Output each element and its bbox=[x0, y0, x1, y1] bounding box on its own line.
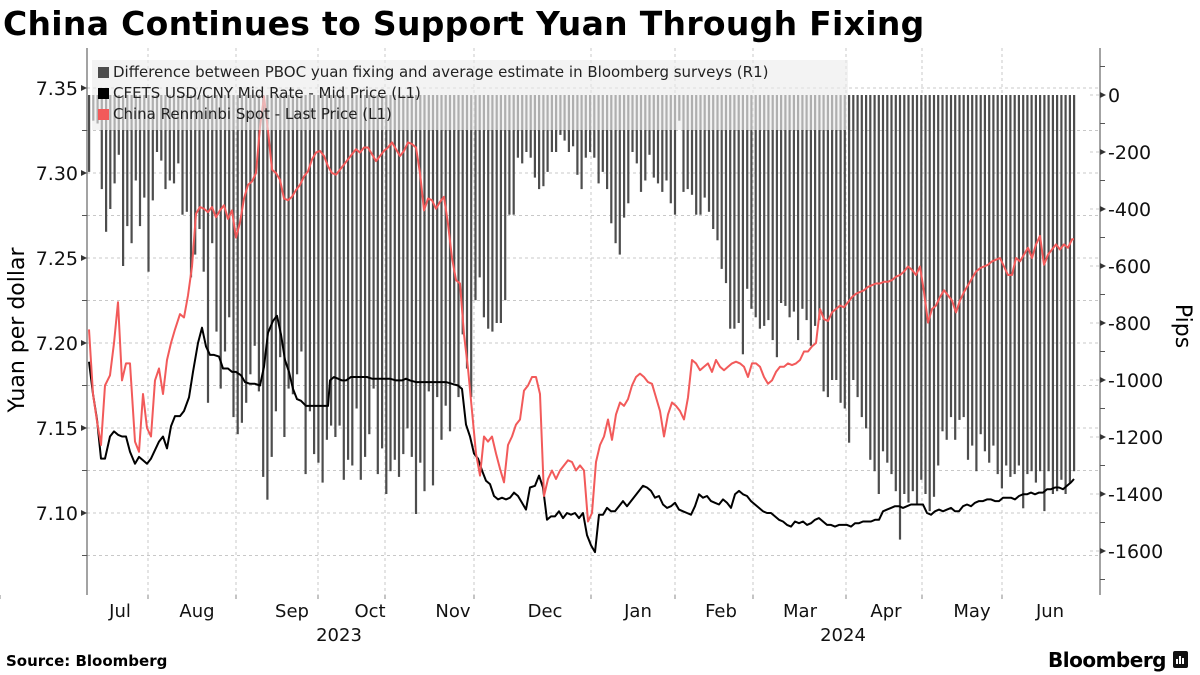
axis-labels: 7.35 7.30 7.25 7.20 7.15 7.10 0 -200 -400 -600 -80… bbox=[5, 78, 1195, 646]
bloomberg-wordmark: Bloomberg bbox=[1048, 648, 1166, 672]
axes bbox=[0, 48, 1106, 599]
x-axis-month-label: Feb bbox=[705, 601, 737, 622]
left-axis-tick-label: 7.25 bbox=[36, 248, 78, 270]
x-axis-month-label: Oct bbox=[354, 601, 385, 622]
right-axis-tick-label: -400 bbox=[1108, 199, 1151, 221]
x-axis-month-label: Jan bbox=[623, 601, 652, 622]
right-axis-tick-label: -600 bbox=[1108, 256, 1151, 278]
left-axis-tick-label: 7.30 bbox=[36, 163, 78, 185]
x-axis-month-label: Nov bbox=[435, 601, 470, 622]
left-axis-title: Yuan per dollar bbox=[5, 247, 30, 414]
right-axis-tick-label: -1200 bbox=[1108, 427, 1163, 449]
x-axis-month-label: Sep bbox=[275, 601, 309, 622]
left-axis-tick-label: 7.10 bbox=[36, 503, 78, 525]
legend-swatch-gray bbox=[98, 66, 109, 78]
legend-label: Difference between PBOC yuan fixing and … bbox=[113, 63, 769, 81]
legend-item-renminbi-spot: China Renminbi Spot - Last Price (L1) bbox=[98, 104, 392, 124]
right-axis-title: Pips bbox=[1170, 304, 1195, 348]
right-axis-tick-label: -1400 bbox=[1108, 484, 1163, 506]
chart-legend: Difference between PBOC yuan fixing and … bbox=[92, 60, 848, 130]
x-axis-month-label: Jun bbox=[1035, 601, 1064, 622]
legend-swatch-black bbox=[98, 87, 109, 99]
cfets-mid-line bbox=[88, 314, 1075, 554]
source-note: Source: Bloomberg bbox=[6, 652, 168, 670]
legend-label: CFETS USD/CNY Mid Rate - Mid Price (L1) bbox=[113, 84, 421, 102]
x-axis-month-label: Aug bbox=[179, 601, 214, 622]
left-axis-tick-label: 7.35 bbox=[36, 78, 78, 100]
legend-item-cfets-mid: CFETS USD/CNY Mid Rate - Mid Price (L1) bbox=[98, 83, 421, 103]
right-axis-tick-label: -1000 bbox=[1108, 370, 1163, 392]
line-series bbox=[88, 95, 1075, 554]
left-axis-tick-label: 7.20 bbox=[36, 333, 78, 355]
x-axis-year-label: 2024 bbox=[820, 625, 866, 646]
right-axis-tick-label: 0 bbox=[1108, 85, 1120, 107]
x-axis-month-label: Apr bbox=[870, 601, 902, 622]
bloomberg-chart-icon bbox=[1173, 651, 1188, 668]
x-axis-month-label: May bbox=[953, 601, 991, 622]
chart-title: China Continues to Support Yuan Through … bbox=[3, 4, 925, 43]
left-axis-tick-label: 7.15 bbox=[36, 418, 78, 440]
x-axis-year-label: 2023 bbox=[316, 625, 362, 646]
pips-bar-series bbox=[88, 95, 1076, 540]
legend-item-pips-difference: Difference between PBOC yuan fixing and … bbox=[98, 62, 768, 82]
right-axis-tick-label: -1600 bbox=[1108, 541, 1163, 563]
x-axis-month-label: Dec bbox=[528, 601, 563, 622]
x-axis-month-label: Mar bbox=[783, 601, 818, 622]
x-axis-month-label: Jul bbox=[108, 601, 131, 622]
legend-swatch-red bbox=[98, 108, 109, 120]
legend-label: China Renminbi Spot - Last Price (L1) bbox=[113, 105, 392, 123]
right-axis-tick-label: -200 bbox=[1108, 142, 1151, 164]
right-axis-tick-label: -800 bbox=[1108, 313, 1151, 335]
renminbi-spot-line bbox=[88, 95, 1074, 523]
